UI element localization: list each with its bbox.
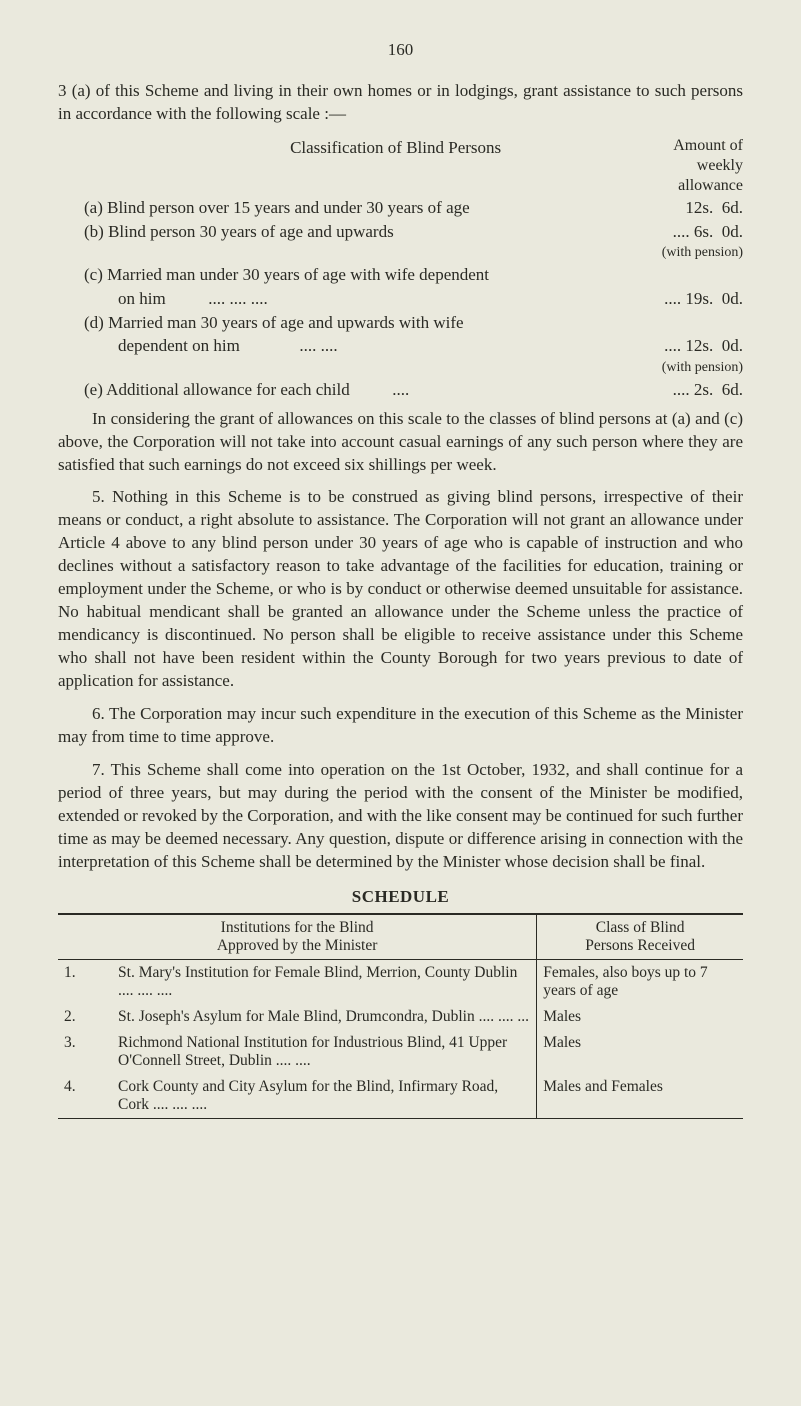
row-d-cont-wrap: dependent on him .... ....	[84, 334, 664, 358]
row-a-label: (a) Blind person over 15 years and under…	[84, 196, 685, 220]
classification-title: Classification of Blind Persons	[138, 136, 653, 160]
row-e-dots: ....	[392, 380, 409, 399]
amount-header: Amount of weekly allowance	[673, 136, 743, 196]
row-b-label: (b) Blind person 30 years of age and upw…	[84, 220, 673, 244]
schedule-row-right: Males	[537, 1030, 743, 1074]
para-6: 6. The Corporation may incur such expend…	[58, 703, 743, 749]
row-d: (d) Married man 30 years of age and upwa…	[58, 311, 743, 335]
row-d-note-text: (with pension)	[662, 358, 743, 378]
row-c: (c) Married man under 30 years of age wi…	[58, 263, 743, 287]
para-7: 7. This Scheme shall come into operation…	[58, 759, 743, 874]
schedule-row: 2. St. Joseph's Asylum for Male Blind, D…	[58, 1004, 743, 1030]
row-e-amount: .... 2s. 6d.	[673, 378, 743, 402]
row-d-cont: dependent on him .... .... .... 12s. 0d.	[58, 334, 743, 358]
row-e-label: (e) Additional allowance for each child	[84, 380, 350, 399]
row-b: (b) Blind person 30 years of age and upw…	[58, 220, 743, 244]
row-b-note: (with pension)	[58, 243, 743, 263]
classification-block: Classification of Blind Persons Amount o…	[58, 136, 743, 402]
schedule-header-right: Class of Blind Persons Received	[537, 914, 743, 960]
row-c-dots: .... .... ....	[208, 289, 268, 308]
page-number: 160	[58, 40, 743, 60]
row-d-label: (d) Married man 30 years of age and upwa…	[84, 311, 743, 335]
row-d-amount: .... 12s. 0d.	[664, 334, 743, 358]
schedule-row: 4. Cork County and City Asylum for the B…	[58, 1074, 743, 1119]
schedule-title: SCHEDULE	[58, 887, 743, 907]
schedule-table: Institutions for the Blind Approved by t…	[58, 913, 743, 1119]
row-c-amount: .... 19s. 0d.	[664, 287, 743, 311]
row-b-note-text: (with pension)	[662, 243, 743, 263]
schedule-row-left: Cork County and City Asylum for the Blin…	[112, 1074, 537, 1119]
amount-header-l1: Amount of	[673, 136, 743, 156]
classification-header-row: Classification of Blind Persons Amount o…	[58, 136, 743, 196]
row-a-amount: 12s. 6d.	[685, 196, 743, 220]
para-in-considering: In considering the grant of allowances o…	[58, 408, 743, 477]
schedule-header-row: Institutions for the Blind Approved by t…	[58, 914, 743, 960]
row-b-amount: .... 6s. 0d.	[673, 220, 743, 244]
schedule-row-right: Males and Females	[537, 1074, 743, 1119]
row-c-label: (c) Married man under 30 years of age wi…	[84, 263, 743, 287]
classification-header-left: Classification of Blind Persons	[58, 136, 673, 196]
row-c-cont-wrap: on him .... .... ....	[84, 287, 664, 311]
schedule-header-left: Institutions for the Blind Approved by t…	[58, 914, 537, 960]
amount-header-l3: allowance	[678, 176, 743, 196]
row-d-note: (with pension)	[58, 358, 743, 378]
schedule-row-num: 4.	[58, 1074, 112, 1119]
schedule-row-left: St. Mary's Institution for Female Blind,…	[112, 960, 537, 1005]
row-d-cont-text: dependent on him	[118, 336, 240, 355]
schedule-row: 1. St. Mary's Institution for Female Bli…	[58, 960, 743, 1005]
page: 160 3 (a) of this Scheme and living in t…	[0, 0, 801, 1159]
schedule-row-right: Females, also boys up to 7 years of age	[537, 960, 743, 1005]
schedule-row: 3. Richmond National Institution for Ind…	[58, 1030, 743, 1074]
row-e: (e) Additional allowance for each child …	[58, 378, 743, 402]
schedule-row-num: 3.	[58, 1030, 112, 1074]
row-e-wrap: (e) Additional allowance for each child …	[84, 378, 673, 402]
schedule-row-num: 1.	[58, 960, 112, 1005]
schedule-row-num: 2.	[58, 1004, 112, 1030]
schedule-row-right: Males	[537, 1004, 743, 1030]
row-c-cont: on him .... .... .... .... 19s. 0d.	[58, 287, 743, 311]
amount-header-l2: weekly	[697, 156, 743, 176]
schedule-row-left: St. Joseph's Asylum for Male Blind, Drum…	[112, 1004, 537, 1030]
row-d-dots: .... ....	[299, 336, 337, 355]
para-5: 5. Nothing in this Scheme is to be const…	[58, 486, 743, 692]
para-3a-intro: 3 (a) of this Scheme and living in their…	[58, 80, 743, 126]
schedule-row-left: Richmond National Institution for Indust…	[112, 1030, 537, 1074]
row-c-cont-text: on him	[118, 289, 166, 308]
row-a: (a) Blind person over 15 years and under…	[58, 196, 743, 220]
